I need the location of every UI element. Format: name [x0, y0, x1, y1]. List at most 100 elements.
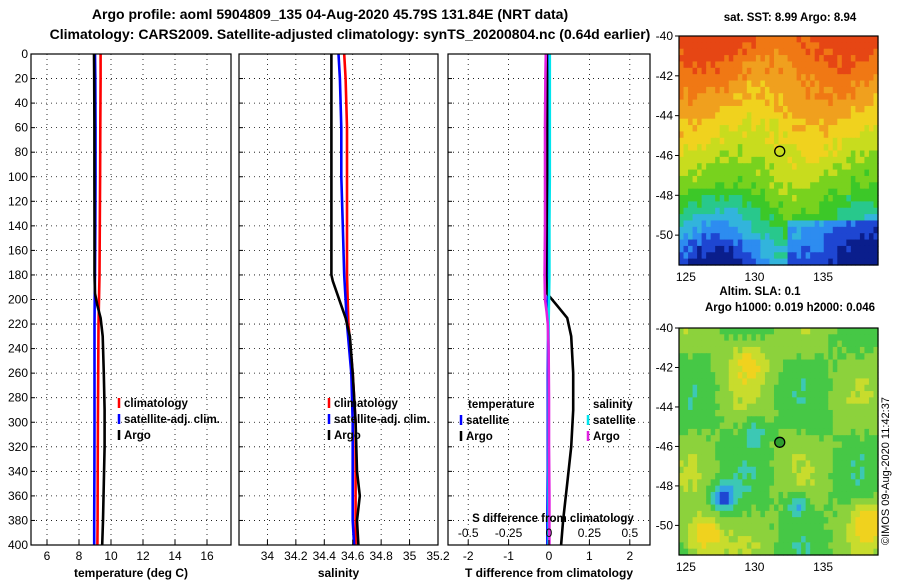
sst-map-cell [828, 169, 834, 177]
sla-map-cell [728, 441, 734, 449]
sst-map-cell [828, 182, 834, 190]
sst-map-cell [706, 112, 712, 120]
sst-map-cell [755, 252, 762, 260]
sla-map-cell [819, 378, 825, 386]
sla-map-cell [873, 359, 879, 367]
sst-map-cell [801, 131, 807, 139]
sla-map-cell [850, 460, 856, 468]
sla-map-cell [841, 359, 847, 367]
sst-map-cell [733, 175, 739, 183]
sst-map-cell [688, 220, 694, 228]
sst-map-cell [859, 252, 866, 260]
sst-map-cell [737, 42, 743, 50]
sla-map-cell [801, 384, 807, 392]
sst-map-cell [692, 182, 698, 190]
sla-map-cell [751, 428, 757, 436]
sla-map-cell [810, 416, 816, 424]
sst-map-cell [769, 93, 775, 101]
sst-map-cell [841, 195, 847, 202]
sst-map-cell [719, 258, 725, 266]
sst-map-cell [737, 195, 743, 202]
sla-map-cell [805, 517, 811, 525]
sla-map-cell [792, 428, 798, 436]
sst-map-cell [810, 67, 816, 75]
sla-map-cell [859, 529, 866, 537]
sst-map-cell [823, 150, 829, 158]
sst-map-cell [819, 226, 825, 234]
sla-map-cell [828, 359, 834, 367]
sla-map-cell [724, 397, 730, 405]
sla-map-cell [859, 460, 866, 468]
sla-map-cell [814, 466, 820, 474]
sla-map-cell [850, 428, 856, 436]
sla-map-cell [832, 491, 838, 499]
sla-map-cell [850, 416, 856, 424]
sla-map-cell [850, 447, 856, 455]
sst-map-cell [692, 245, 698, 253]
sst-map-cell [692, 252, 698, 260]
sst-map-cell [697, 195, 703, 202]
sst-map-cell [746, 226, 752, 234]
sla-map-cell [706, 365, 712, 373]
legend-t-argo-label: Argo [466, 431, 493, 443]
sst-map-cell [787, 258, 793, 266]
sla-map-cell [760, 529, 766, 537]
sst-map-cell [769, 74, 775, 82]
sst-map-cell [769, 80, 775, 88]
sla-map-cell [697, 372, 703, 380]
sla-map-cell [823, 435, 829, 443]
sst-map-cell [719, 188, 725, 196]
sst-map-cell [706, 86, 712, 94]
sla-map-cell [724, 334, 730, 342]
sst-map-cell [764, 131, 771, 139]
sla-map-cell [787, 473, 793, 480]
sla-map-cell [796, 353, 802, 361]
sst-map-cell [810, 239, 816, 247]
sst-map-cell [746, 80, 752, 88]
sla-map-cell [701, 409, 707, 417]
sla-map-cell [688, 422, 694, 430]
sst-map-cell [814, 156, 820, 164]
sla-map-cell [828, 536, 834, 543]
sla-map-cell [683, 378, 689, 386]
sst-map-cell [679, 61, 685, 69]
sst-map-cell [746, 150, 752, 158]
sla-map-cell [715, 416, 721, 424]
sst-map-cell [733, 207, 739, 215]
sla-map-cell [697, 397, 703, 405]
sst-map-cell [715, 131, 721, 139]
sst-map-cell [742, 150, 748, 158]
sst-map-cell [841, 74, 847, 82]
sla-map-cell [733, 447, 739, 455]
sla-map-cell [728, 491, 734, 499]
sst-map-cell [751, 105, 757, 113]
sla-map-cell [819, 346, 825, 354]
sla-map-cell [773, 353, 780, 361]
sla-map-cell [819, 353, 825, 361]
sst-map-cell [746, 201, 752, 209]
sla-map-cell [864, 447, 870, 455]
sla-map-cell [787, 479, 793, 487]
sla-map-cell [801, 365, 807, 373]
sla-map-cell [746, 334, 752, 342]
sla-map-cell [688, 517, 694, 525]
sla-map-cell [751, 447, 757, 455]
sla-map-cell [760, 353, 766, 361]
sst-map-cell [701, 201, 707, 209]
sla-map-cell [846, 346, 852, 354]
sla-map-cell [778, 378, 784, 386]
sla-map-cell [728, 510, 734, 518]
sst-map-cell [769, 163, 775, 171]
sla-map-cell [724, 479, 730, 487]
sst-map-cell [760, 195, 766, 202]
sla-map-cell [805, 416, 811, 424]
sst-map-cell [719, 175, 725, 183]
sla-map-cell [706, 372, 712, 380]
sst-map-cell [787, 182, 793, 190]
sla-map-cell [787, 328, 793, 335]
sst-map-cell [755, 220, 762, 228]
sla-map-cell [737, 353, 743, 361]
sst-map-cell [859, 125, 866, 133]
sst-map-cell [733, 118, 739, 126]
sla-map-cell [787, 384, 793, 392]
